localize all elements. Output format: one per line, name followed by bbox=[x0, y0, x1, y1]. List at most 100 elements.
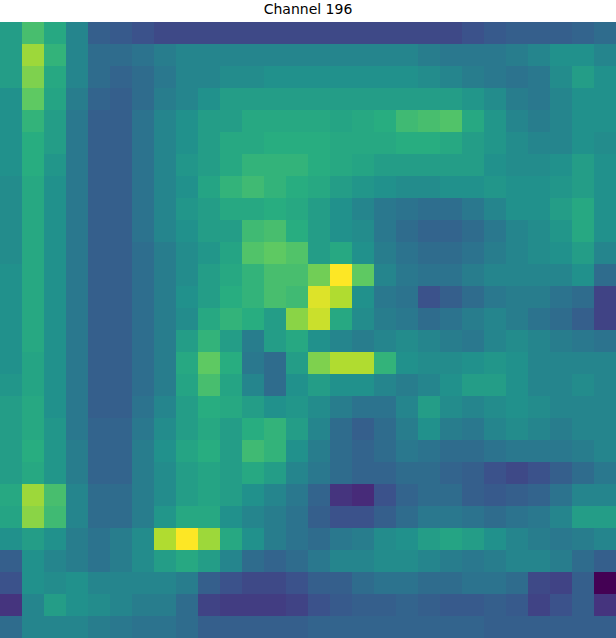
heatmap-cell bbox=[110, 616, 133, 638]
heatmap-cell bbox=[176, 506, 199, 529]
heatmap-cell bbox=[88, 44, 111, 67]
heatmap-cell bbox=[550, 66, 573, 89]
heatmap-cell bbox=[220, 462, 243, 485]
heatmap-cell bbox=[88, 528, 111, 551]
heatmap-cell bbox=[418, 220, 441, 243]
heatmap-cell bbox=[88, 572, 111, 595]
heatmap-cell bbox=[396, 66, 419, 89]
heatmap-cell bbox=[242, 132, 265, 155]
heatmap-cell bbox=[550, 154, 573, 177]
heatmap-cell bbox=[176, 220, 199, 243]
heatmap-cell bbox=[242, 286, 265, 309]
heatmap-cell bbox=[264, 44, 287, 67]
heatmap-cell bbox=[66, 506, 89, 529]
heatmap-cell bbox=[440, 198, 463, 221]
heatmap-cell bbox=[418, 418, 441, 441]
heatmap-cell bbox=[374, 176, 397, 199]
heatmap-cell bbox=[484, 242, 507, 265]
heatmap-cell bbox=[374, 506, 397, 529]
heatmap-cell bbox=[198, 374, 221, 397]
heatmap-cell bbox=[22, 308, 45, 331]
heatmap-cell bbox=[396, 22, 419, 45]
heatmap-cell bbox=[374, 132, 397, 155]
heatmap-cell bbox=[550, 308, 573, 331]
heatmap-cell bbox=[44, 220, 67, 243]
heatmap-cell bbox=[44, 176, 67, 199]
heatmap-cell bbox=[132, 396, 155, 419]
heatmap-cell bbox=[550, 462, 573, 485]
heatmap-cell bbox=[396, 550, 419, 573]
heatmap-cell bbox=[572, 616, 595, 638]
heatmap-cell bbox=[66, 352, 89, 375]
heatmap-cell bbox=[308, 374, 331, 397]
heatmap-cell bbox=[198, 308, 221, 331]
heatmap-cell bbox=[528, 220, 551, 243]
heatmap-cell bbox=[22, 506, 45, 529]
heatmap-cell bbox=[330, 528, 353, 551]
heatmap-cell bbox=[396, 154, 419, 177]
heatmap-cell bbox=[286, 22, 309, 45]
heatmap-cell bbox=[0, 462, 23, 485]
heatmap-cell bbox=[418, 330, 441, 353]
heatmap-cell bbox=[176, 242, 199, 265]
heatmap-cell bbox=[154, 154, 177, 177]
heatmap-cell bbox=[286, 594, 309, 617]
heatmap-cell bbox=[396, 418, 419, 441]
heatmap-cell bbox=[154, 286, 177, 309]
heatmap-cell bbox=[286, 66, 309, 89]
heatmap-cell bbox=[44, 462, 67, 485]
heatmap-cell bbox=[330, 22, 353, 45]
heatmap-cell bbox=[66, 198, 89, 221]
heatmap-cell bbox=[484, 308, 507, 331]
heatmap-cell bbox=[594, 308, 616, 331]
heatmap-cell bbox=[66, 66, 89, 89]
heatmap-cell bbox=[528, 550, 551, 573]
heatmap-cell bbox=[308, 506, 331, 529]
heatmap-cell bbox=[44, 616, 67, 638]
heatmap-cell bbox=[286, 88, 309, 111]
heatmap-cell bbox=[462, 308, 485, 331]
heatmap-cell bbox=[22, 110, 45, 133]
heatmap-cell bbox=[308, 22, 331, 45]
heatmap-cell bbox=[462, 396, 485, 419]
heatmap-cell bbox=[154, 198, 177, 221]
heatmap-cell bbox=[440, 572, 463, 595]
heatmap-cell bbox=[352, 440, 375, 463]
heatmap-cell bbox=[330, 330, 353, 353]
heatmap-cell bbox=[594, 154, 616, 177]
heatmap-cell bbox=[484, 506, 507, 529]
heatmap-cell bbox=[44, 132, 67, 155]
heatmap-cell bbox=[44, 396, 67, 419]
heatmap-cell bbox=[66, 616, 89, 638]
heatmap-cell bbox=[418, 374, 441, 397]
heatmap-cell bbox=[418, 484, 441, 507]
heatmap-cell bbox=[22, 374, 45, 397]
heatmap-cell bbox=[352, 220, 375, 243]
heatmap-cell bbox=[418, 462, 441, 485]
heatmap-cell bbox=[462, 132, 485, 155]
heatmap-cell bbox=[484, 550, 507, 573]
heatmap-cell bbox=[198, 22, 221, 45]
heatmap-cell bbox=[110, 220, 133, 243]
heatmap-cell bbox=[220, 286, 243, 309]
heatmap-cell bbox=[242, 396, 265, 419]
heatmap-cell bbox=[110, 374, 133, 397]
heatmap-cell bbox=[198, 66, 221, 89]
heatmap-cell bbox=[484, 220, 507, 243]
heatmap-cell bbox=[66, 176, 89, 199]
heatmap-cell bbox=[550, 22, 573, 45]
heatmap-cell bbox=[594, 22, 616, 45]
heatmap-cell bbox=[374, 352, 397, 375]
heatmap-cell bbox=[462, 220, 485, 243]
heatmap-cell bbox=[550, 88, 573, 111]
heatmap-cell bbox=[396, 132, 419, 155]
heatmap-cell bbox=[242, 462, 265, 485]
heatmap-cell bbox=[330, 308, 353, 331]
heatmap-cell bbox=[66, 154, 89, 177]
heatmap-cell bbox=[286, 176, 309, 199]
heatmap-cell bbox=[88, 506, 111, 529]
heatmap-cell bbox=[484, 176, 507, 199]
heatmap-cell bbox=[550, 506, 573, 529]
heatmap-cell bbox=[440, 22, 463, 45]
heatmap-cell bbox=[528, 286, 551, 309]
